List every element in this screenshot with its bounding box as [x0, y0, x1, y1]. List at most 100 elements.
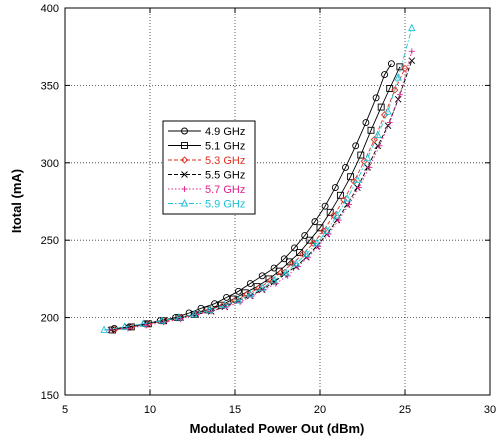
legend-box	[162, 120, 256, 215]
data-point	[408, 48, 415, 55]
legend-label: 5.7 GHz	[205, 184, 245, 196]
legend-marker	[181, 186, 188, 192]
data-point	[311, 218, 319, 226]
legend: 4.9 GHz 5.1 GHz 5.3 GHz 5.5 GHz 5.7 GHz 5.9 G…	[162, 120, 256, 215]
data-point	[342, 163, 349, 171]
data-point	[347, 173, 355, 181]
y-tick-label: 400	[41, 3, 59, 15]
series-line	[104, 27, 413, 331]
data-point	[362, 119, 370, 127]
data-point	[234, 287, 242, 295]
data-point	[396, 63, 404, 71]
x-tick-label: 20	[314, 404, 326, 416]
data-point	[367, 126, 375, 134]
data-point	[305, 254, 312, 261]
legend-label: 5.9 GHz	[205, 199, 245, 211]
legend-label: 5.5 GHz	[205, 170, 245, 182]
data-point	[372, 94, 380, 102]
data-point	[292, 258, 300, 267]
legend-item: 5.1 GHz	[168, 141, 245, 153]
legend-item: 4.9 GHz	[168, 126, 245, 138]
y-tick-label: 350	[41, 80, 59, 92]
data-point	[340, 196, 348, 204]
data-point	[277, 269, 285, 277]
data-point	[384, 107, 392, 115]
data-point	[291, 244, 298, 252]
y-axis-label: Itotal (mA)	[9, 169, 24, 233]
data-point	[158, 316, 166, 324]
data-point	[376, 142, 383, 149]
data-point	[120, 322, 129, 330]
series-5-9-ghz	[100, 23, 416, 333]
legend-marker	[180, 156, 189, 164]
plot-frame	[64, 7, 491, 396]
data-point	[284, 272, 291, 279]
data-point	[294, 263, 301, 270]
data-point	[302, 249, 311, 258]
data-point	[401, 64, 409, 73]
legend-item: 5.3 GHz	[168, 155, 245, 167]
legend-label: 5.3 GHz	[205, 155, 245, 167]
legend-marker	[181, 142, 188, 149]
series-group	[100, 23, 416, 334]
data-point	[366, 164, 373, 171]
data-point	[374, 130, 382, 138]
legend-marker	[181, 127, 188, 135]
plot-area	[65, 8, 490, 395]
data-point	[139, 319, 147, 327]
data-point	[343, 193, 351, 202]
legend-label: 5.1 GHz	[205, 141, 245, 153]
legend-item: 5.9 GHz	[168, 199, 245, 211]
data-point	[100, 325, 108, 333]
data-point	[408, 23, 416, 32]
data-point	[221, 300, 229, 309]
y-tick-label: 250	[41, 235, 59, 247]
data-point	[386, 119, 393, 126]
data-point	[270, 275, 278, 284]
legend-item: 5.5 GHz	[168, 170, 245, 182]
x-tick-label: 10	[144, 404, 156, 416]
data-point	[381, 71, 389, 79]
x-axis-label: Modulated Power Out (dBm)	[190, 421, 365, 436]
data-point	[394, 73, 402, 81]
data-point	[377, 103, 385, 111]
data-point	[258, 272, 266, 280]
data-point	[246, 289, 255, 298]
data-point	[363, 153, 372, 162]
data-point	[197, 304, 205, 312]
data-point	[352, 142, 360, 150]
data-point	[331, 184, 339, 192]
data-point	[386, 85, 394, 92]
data-point	[285, 258, 293, 266]
data-point	[323, 226, 331, 234]
data-point	[321, 202, 329, 210]
data-point	[336, 191, 344, 199]
x-tick-label: 30	[484, 404, 496, 416]
data-point	[175, 313, 183, 321]
data-point	[301, 232, 309, 240]
data-point	[357, 151, 365, 159]
data-point	[350, 177, 358, 186]
data-point	[190, 309, 198, 318]
data-point	[391, 86, 399, 94]
data-point	[333, 210, 341, 219]
data-point	[223, 294, 230, 301]
data-point	[356, 184, 363, 191]
y-tick-label: 150	[41, 390, 59, 402]
y-tick-label: 200	[41, 313, 59, 325]
legend-marker	[181, 171, 188, 178]
data-point	[205, 305, 214, 313]
data-point	[246, 280, 254, 287]
grid-lines	[65, 8, 490, 395]
data-point	[258, 283, 266, 292]
data-point	[272, 280, 279, 287]
data-point	[312, 238, 321, 247]
x-tick-label: 25	[399, 404, 411, 416]
data-point	[296, 249, 304, 257]
data-point	[345, 201, 352, 208]
data-point	[325, 231, 332, 238]
x-tick-label: 15	[229, 404, 241, 416]
y-tick-label: 300	[41, 158, 59, 170]
